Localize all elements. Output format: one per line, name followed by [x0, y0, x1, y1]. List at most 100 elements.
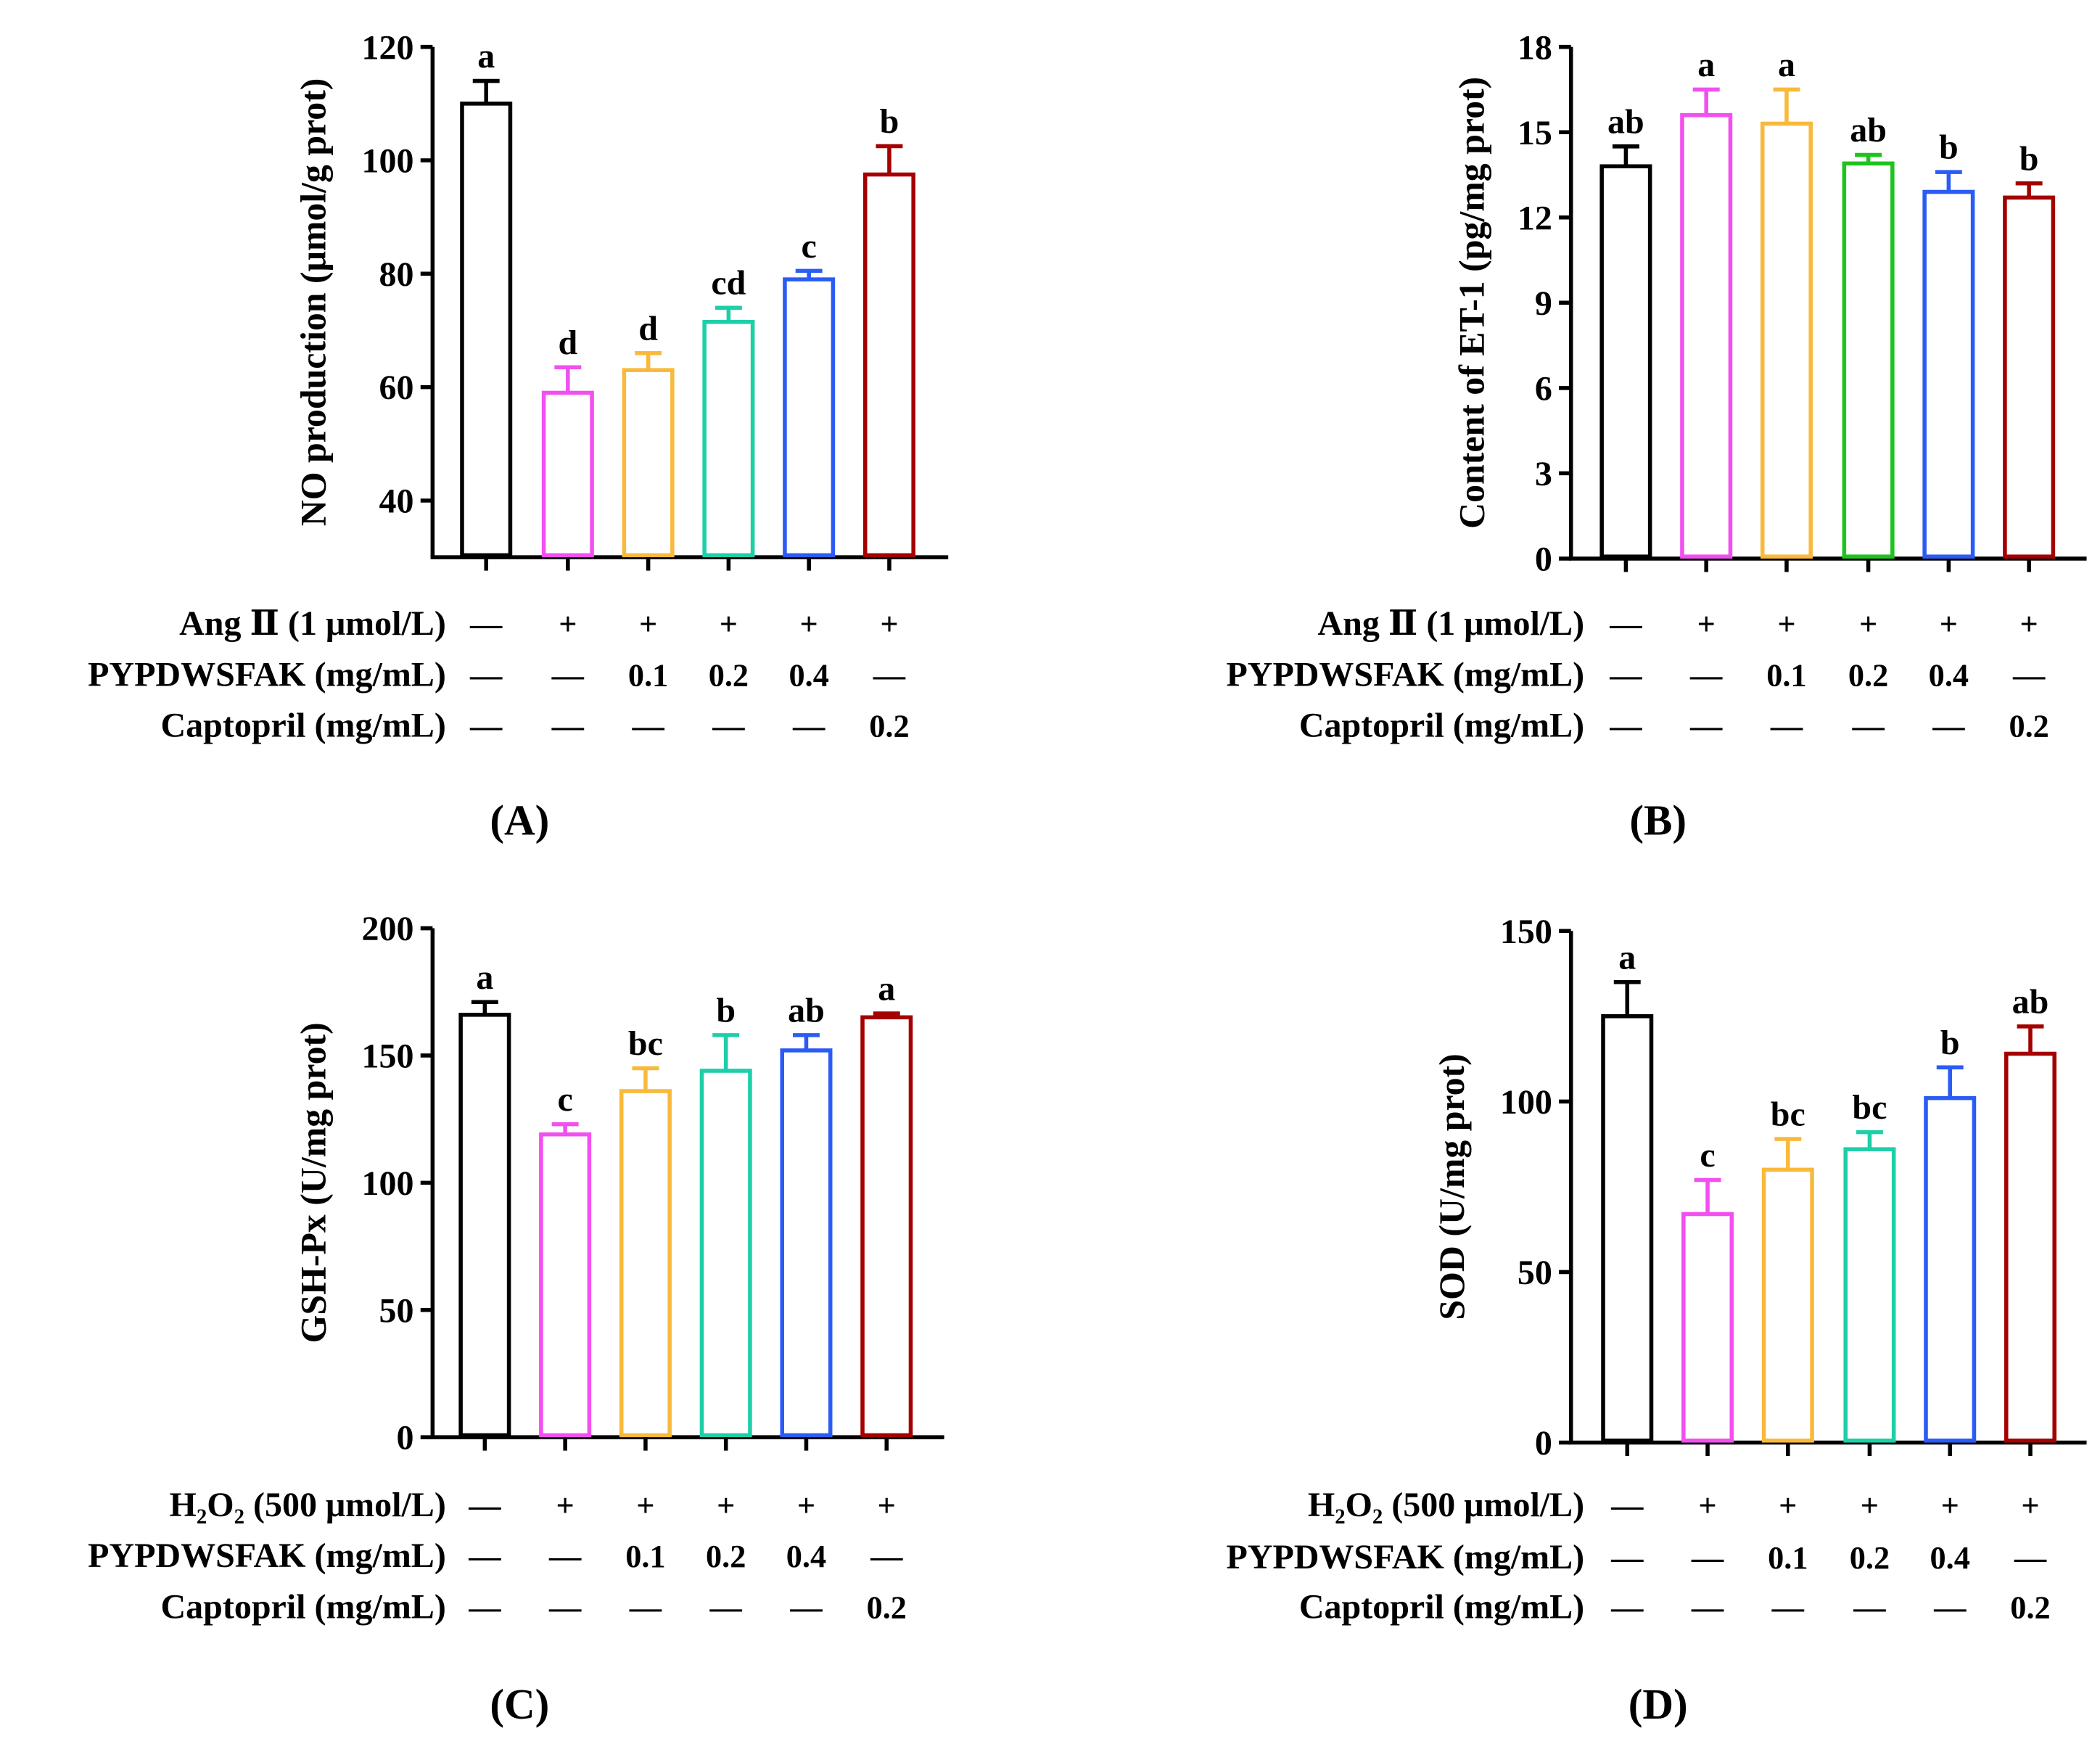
treatment-cell: —: [469, 709, 503, 744]
bar: [1924, 1095, 1977, 1443]
significance-letter: c: [1700, 1136, 1715, 1175]
significance-letter: a: [878, 970, 895, 1008]
treatment-row-label: H₂O₂ (500 μmol/L): [170, 1486, 446, 1524]
treatment-cell: +: [2020, 606, 2038, 642]
treatment-cell: 0.2: [706, 1539, 746, 1574]
treatment-cell: 0.4: [788, 657, 828, 693]
treatment-cell: —: [2014, 1540, 2047, 1576]
y-tick-label: 0: [1535, 540, 1552, 579]
bar: [862, 172, 915, 558]
y-axis-label: NO production (μmol/g prot): [294, 78, 334, 527]
treatment-cell: —: [1609, 709, 1642, 744]
treatment-cell: —: [469, 606, 503, 642]
treatment-cell: —: [1933, 1589, 1967, 1625]
y-tick-label: 0: [397, 1419, 414, 1457]
treatment-cell: —: [712, 709, 745, 744]
treatment-cell: 0.2: [869, 709, 909, 744]
significance-letter: b: [716, 991, 736, 1029]
y-tick-label: 100: [362, 1164, 414, 1203]
bar: [1760, 121, 1813, 559]
bar: [460, 102, 513, 558]
treatment-cell: 0.2: [2010, 1589, 2050, 1625]
treatment-cell: 0.1: [628, 657, 668, 693]
bar: [1922, 189, 1975, 559]
treatment-row-label: PYPDWSFAK (mg/mL): [88, 655, 446, 694]
treatment-cell: —: [1609, 657, 1642, 693]
treatment-cell: —: [792, 709, 825, 744]
y-tick-label: 100: [1500, 1083, 1552, 1122]
significance-letter: b: [2019, 139, 2039, 178]
treatment-cell: —: [709, 1589, 743, 1625]
treatment-cell: 0.2: [2009, 709, 2048, 744]
treatment-cell: —: [468, 1488, 501, 1523]
treatment-cell: +: [1779, 1488, 1797, 1523]
treatment-cell: +: [878, 1488, 896, 1523]
treatment-cell: +: [800, 606, 818, 642]
treatment-cell: —: [1691, 1540, 1724, 1576]
treatment-cell: +: [556, 1488, 575, 1523]
bar: [458, 1013, 511, 1438]
treatment-cell: +: [717, 1488, 735, 1523]
treatment-cell: —: [1610, 1540, 1644, 1576]
bar: [2003, 195, 2056, 559]
chart-panel-a: 40 60 80 100 120 NO production (μmol/g prot) a…: [88, 28, 949, 844]
significance-letter: ab: [788, 991, 825, 1029]
significance-letter: c: [802, 227, 817, 266]
y-tick-label: 15: [1518, 114, 1552, 152]
treatment-cell: —: [1610, 1488, 1644, 1523]
significance-letter: b: [1940, 1024, 1960, 1062]
y-tick-label: 150: [362, 1037, 414, 1076]
panel-label: (C): [490, 1680, 549, 1728]
significance-letter: b: [1939, 128, 1959, 167]
treatment-cell: 0.4: [786, 1539, 826, 1574]
significance-letter: bc: [628, 1024, 663, 1063]
bar: [622, 368, 675, 558]
treatment-cell: +: [1697, 606, 1716, 642]
treatment-cell: 0.1: [625, 1539, 665, 1574]
bar: [860, 1015, 913, 1438]
treatment-cell: +: [880, 606, 898, 642]
treatment-cell: —: [1610, 1589, 1644, 1625]
y-tick-label: 0: [1535, 1424, 1552, 1463]
treatment-cell: 0.2: [1850, 1540, 1890, 1576]
treatment-row-label: PYPDWSFAK (mg/mL): [1226, 655, 1584, 694]
y-tick-label: 18: [1518, 28, 1552, 67]
treatment-cell: —: [468, 1539, 501, 1574]
significance-letter: ab: [1850, 111, 1887, 149]
significance-letter: bc: [1852, 1088, 1887, 1127]
bar: [1680, 112, 1733, 559]
treatment-cell: 0.4: [1930, 1540, 1970, 1576]
bar: [1843, 1147, 1896, 1443]
treatment-cell: —: [548, 1589, 582, 1625]
y-tick-label: 3: [1535, 455, 1552, 493]
significance-letter: a: [1697, 46, 1715, 84]
significance-letter: d: [638, 309, 658, 347]
y-tick-label: 9: [1535, 284, 1552, 323]
treatment-cell: —: [551, 657, 585, 693]
treatment-cell: +: [1859, 606, 1877, 642]
bar: [783, 277, 836, 558]
y-tick-label: 6: [1535, 369, 1552, 408]
treatment-cell: +: [639, 606, 657, 642]
treatment-cell: —: [1770, 709, 1803, 744]
significance-letter: d: [558, 324, 577, 362]
significance-letter: a: [476, 958, 493, 997]
bar: [539, 1132, 592, 1438]
bar: [1599, 164, 1652, 559]
treatment-cell: —: [1689, 709, 1723, 744]
significance-letter: b: [880, 102, 899, 141]
treatment-cell: —: [468, 1589, 501, 1625]
treatment-cell: +: [636, 1488, 654, 1523]
treatment-cell: 0.2: [867, 1589, 907, 1625]
treatment-cell: +: [1941, 1488, 1959, 1523]
significance-letter: c: [557, 1080, 572, 1119]
treatment-cell: 0.1: [1766, 657, 1806, 693]
bar: [2004, 1051, 2056, 1443]
bar: [1761, 1167, 1814, 1443]
treatment-cell: +: [1861, 1488, 1879, 1523]
treatment-row-label: Ang Ⅱ (1 μmol/L): [179, 604, 446, 643]
y-tick-label: 100: [362, 142, 414, 181]
treatment-cell: +: [720, 606, 738, 642]
treatment-cell: —: [469, 657, 503, 693]
